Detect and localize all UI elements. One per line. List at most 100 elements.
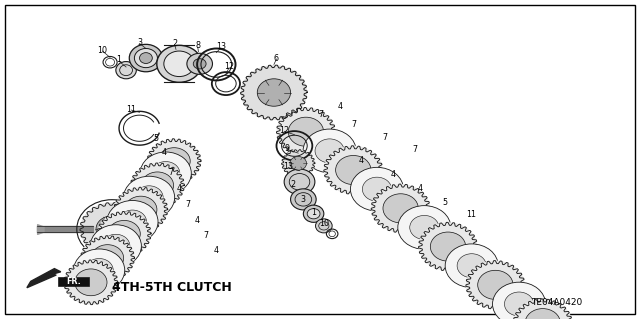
Ellipse shape xyxy=(114,187,168,232)
Text: 13: 13 xyxy=(283,162,293,171)
Text: 7: 7 xyxy=(319,110,324,119)
Ellipse shape xyxy=(129,44,163,72)
Text: 13: 13 xyxy=(216,42,226,51)
Ellipse shape xyxy=(64,260,118,305)
Ellipse shape xyxy=(419,222,477,271)
Text: 7: 7 xyxy=(383,133,388,142)
Ellipse shape xyxy=(131,163,184,208)
Ellipse shape xyxy=(276,108,335,156)
Text: 4: 4 xyxy=(177,184,182,193)
Text: 4: 4 xyxy=(390,170,396,179)
Ellipse shape xyxy=(81,236,134,280)
Ellipse shape xyxy=(102,234,130,258)
Ellipse shape xyxy=(193,59,206,69)
Text: 11: 11 xyxy=(466,210,476,219)
Ellipse shape xyxy=(351,167,403,211)
Ellipse shape xyxy=(371,184,430,233)
Text: 11: 11 xyxy=(126,105,136,114)
FancyBboxPatch shape xyxy=(58,277,89,286)
Ellipse shape xyxy=(75,269,107,296)
Ellipse shape xyxy=(96,216,128,242)
Ellipse shape xyxy=(257,79,291,106)
Text: 4: 4 xyxy=(337,102,342,111)
Ellipse shape xyxy=(118,210,147,234)
Text: 4: 4 xyxy=(161,148,166,157)
Text: 7: 7 xyxy=(168,168,173,177)
Text: 5: 5 xyxy=(442,198,447,207)
Text: 3: 3 xyxy=(137,38,142,47)
Ellipse shape xyxy=(97,211,151,256)
Text: TE04A0420: TE04A0420 xyxy=(531,298,582,307)
Ellipse shape xyxy=(335,155,371,185)
Ellipse shape xyxy=(291,189,316,210)
Ellipse shape xyxy=(107,201,158,243)
Ellipse shape xyxy=(525,308,561,319)
Text: 7: 7 xyxy=(351,120,356,129)
Ellipse shape xyxy=(303,129,356,173)
Text: 5: 5 xyxy=(154,134,159,143)
Ellipse shape xyxy=(135,186,163,209)
Ellipse shape xyxy=(290,157,307,170)
Ellipse shape xyxy=(134,48,157,68)
Ellipse shape xyxy=(493,282,545,319)
Ellipse shape xyxy=(504,292,534,316)
Ellipse shape xyxy=(457,254,486,278)
Ellipse shape xyxy=(398,206,451,249)
Ellipse shape xyxy=(92,245,124,271)
Ellipse shape xyxy=(477,270,513,300)
Ellipse shape xyxy=(288,117,324,146)
Text: 9: 9 xyxy=(284,144,289,153)
Text: 4: 4 xyxy=(417,184,422,193)
Ellipse shape xyxy=(410,215,439,240)
Text: 3: 3 xyxy=(300,195,305,204)
Ellipse shape xyxy=(85,258,113,282)
Ellipse shape xyxy=(80,203,144,256)
Text: 7: 7 xyxy=(412,145,417,154)
Text: 8: 8 xyxy=(195,41,200,50)
Ellipse shape xyxy=(282,150,315,177)
Ellipse shape xyxy=(157,45,202,82)
Ellipse shape xyxy=(140,53,152,63)
Polygon shape xyxy=(27,269,61,288)
Ellipse shape xyxy=(116,62,136,79)
Text: 2: 2 xyxy=(290,180,295,189)
Text: 10: 10 xyxy=(97,46,108,55)
Text: 12: 12 xyxy=(279,126,289,135)
Ellipse shape xyxy=(513,299,572,319)
Ellipse shape xyxy=(445,244,498,287)
Ellipse shape xyxy=(141,172,173,199)
Text: 7: 7 xyxy=(204,231,209,240)
Text: 12: 12 xyxy=(224,63,234,71)
Text: 10: 10 xyxy=(319,219,329,228)
Text: 1: 1 xyxy=(116,56,122,64)
Text: 4: 4 xyxy=(213,246,218,255)
Ellipse shape xyxy=(362,177,392,201)
Ellipse shape xyxy=(324,146,383,194)
Ellipse shape xyxy=(90,225,141,267)
Ellipse shape xyxy=(147,139,201,183)
Ellipse shape xyxy=(315,139,344,163)
Text: FR.: FR. xyxy=(66,278,81,286)
Ellipse shape xyxy=(284,169,315,195)
Text: 6: 6 xyxy=(274,54,279,63)
Ellipse shape xyxy=(383,194,419,223)
Ellipse shape xyxy=(466,261,525,309)
Ellipse shape xyxy=(303,205,324,222)
Text: 4: 4 xyxy=(195,216,200,225)
Text: 7: 7 xyxy=(186,200,191,209)
Text: 1: 1 xyxy=(311,208,316,217)
Ellipse shape xyxy=(140,152,191,194)
Ellipse shape xyxy=(125,196,157,223)
Text: 4: 4 xyxy=(358,156,364,165)
Ellipse shape xyxy=(307,209,320,219)
Ellipse shape xyxy=(158,148,190,174)
Ellipse shape xyxy=(164,51,195,77)
Ellipse shape xyxy=(74,249,125,292)
Ellipse shape xyxy=(430,232,466,261)
Ellipse shape xyxy=(124,176,175,219)
Ellipse shape xyxy=(108,220,140,247)
Text: 4TH-5TH CLUTCH: 4TH-5TH CLUTCH xyxy=(112,281,232,293)
Text: 2: 2 xyxy=(172,39,177,48)
Ellipse shape xyxy=(187,53,212,74)
Ellipse shape xyxy=(241,65,307,120)
